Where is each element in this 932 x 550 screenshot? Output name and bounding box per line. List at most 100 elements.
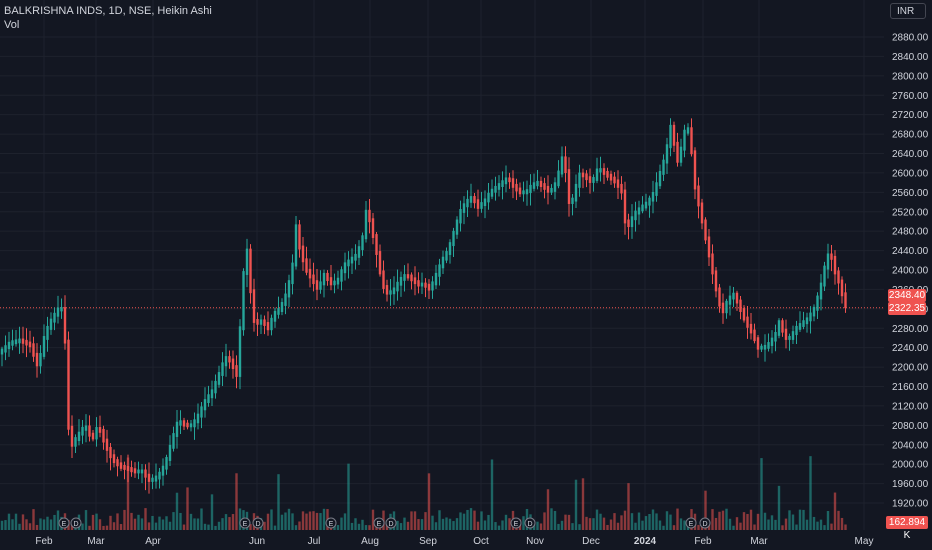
volume-bar (445, 517, 448, 530)
volume-bar (578, 524, 581, 530)
dividend-marker[interactable]: D (524, 517, 536, 529)
candle-body (105, 438, 109, 451)
volume-bar (28, 523, 32, 530)
marker-circle (325, 517, 337, 529)
earnings-marker[interactable]: E (685, 517, 697, 529)
candle-body (536, 180, 539, 187)
candle-body (756, 337, 760, 350)
volume-bar (536, 521, 539, 530)
candle-body (179, 420, 182, 426)
candle-body (126, 466, 130, 471)
currency-selector[interactable]: INR (890, 3, 926, 19)
volume-bar (494, 522, 497, 530)
volume-label: Vol (4, 19, 20, 31)
volume-bar (504, 514, 508, 530)
volume-bar (221, 518, 224, 530)
volume-bar (599, 513, 602, 530)
candle-body (182, 420, 186, 427)
candle-body (469, 196, 473, 203)
candle-body (490, 188, 494, 197)
earnings-marker[interactable]: E (325, 517, 337, 529)
volume-bar (543, 512, 546, 530)
candle-body (417, 280, 420, 287)
time-axis[interactable]: Feb Mar Apr Jun Jul Aug Sep Oct Nov Dec 2024 Feb Mar… (35, 536, 873, 547)
volume-bar (774, 519, 777, 530)
volume-bar (280, 514, 284, 530)
volume-bar (546, 489, 550, 530)
y-tick-label: 2880.00 (892, 33, 929, 44)
volume-bar (809, 456, 812, 530)
volume-bar (361, 519, 364, 530)
volume-bar (424, 512, 427, 530)
candle-body (172, 433, 175, 449)
candle-body (424, 282, 427, 288)
candle-body (123, 464, 126, 470)
candle-body (809, 312, 812, 322)
candle-body (95, 427, 98, 440)
earnings-marker[interactable]: E (373, 517, 385, 529)
volume-bar (795, 524, 798, 530)
price-axis[interactable]: 1920.00 1960.00 2000.00 2040.00 2080.00 2120.… (892, 33, 929, 510)
candle-body (371, 218, 375, 238)
candle-body (116, 459, 119, 467)
candle-body (529, 184, 532, 194)
volume-bar (585, 516, 588, 530)
volume-bar (658, 520, 662, 530)
marker-letter: E (689, 521, 694, 528)
dividend-marker[interactable]: D (70, 517, 82, 529)
volume-bar (42, 519, 46, 530)
volume-bar (434, 522, 438, 530)
volume-bar (508, 518, 511, 530)
candle-body (273, 310, 277, 322)
candle-body (445, 251, 448, 261)
volume-bar (490, 459, 494, 530)
volume-bar (662, 525, 665, 530)
candle-body (571, 197, 574, 204)
volume-bar (781, 525, 784, 530)
candle-body (480, 202, 483, 209)
volume-bar (427, 473, 431, 530)
candle-body (361, 235, 364, 251)
candle-body (413, 277, 417, 285)
candle-body (312, 274, 315, 285)
y-tick-label: 2760.00 (892, 91, 929, 102)
earnings-marker[interactable]: E (58, 517, 70, 529)
y-tick-label: 2600.00 (892, 168, 929, 179)
y-tick-label: 2040.00 (892, 440, 929, 451)
volume-bar (343, 513, 347, 530)
dividend-marker[interactable]: D (252, 517, 264, 529)
dividend-marker[interactable]: D (699, 517, 711, 529)
volume-bar (833, 492, 837, 530)
volume-bar (364, 525, 368, 530)
x-tick-label: Dec (582, 536, 600, 547)
earnings-marker[interactable]: E (510, 517, 522, 529)
volume-bar (238, 508, 242, 530)
candle-body (718, 287, 721, 307)
volume-bar (182, 524, 186, 530)
volume-bar (788, 510, 791, 530)
candle-body (161, 465, 165, 476)
volume-bar (462, 513, 466, 530)
y-tick-label: 2080.00 (892, 421, 929, 432)
volume-bar (826, 510, 830, 530)
candle-body (301, 245, 305, 263)
x-tick-label: Feb (694, 536, 712, 547)
y-tick-label: 2160.00 (892, 382, 929, 393)
candle-body (231, 358, 235, 370)
candle-body (749, 323, 753, 334)
dividend-marker[interactable]: D (385, 517, 397, 529)
candle-body (630, 216, 634, 228)
candle-body (693, 150, 697, 190)
volume-tag: 162.894 K (886, 516, 928, 541)
candle-body (441, 256, 445, 269)
candle-body (784, 328, 788, 340)
earnings-marker[interactable]: E (239, 517, 251, 529)
candle-body (732, 292, 735, 300)
marker-letter: E (514, 521, 519, 528)
volume-bar (305, 513, 308, 530)
volume-bar (592, 518, 595, 530)
volume-bar (840, 517, 844, 530)
candle-body (543, 183, 546, 190)
